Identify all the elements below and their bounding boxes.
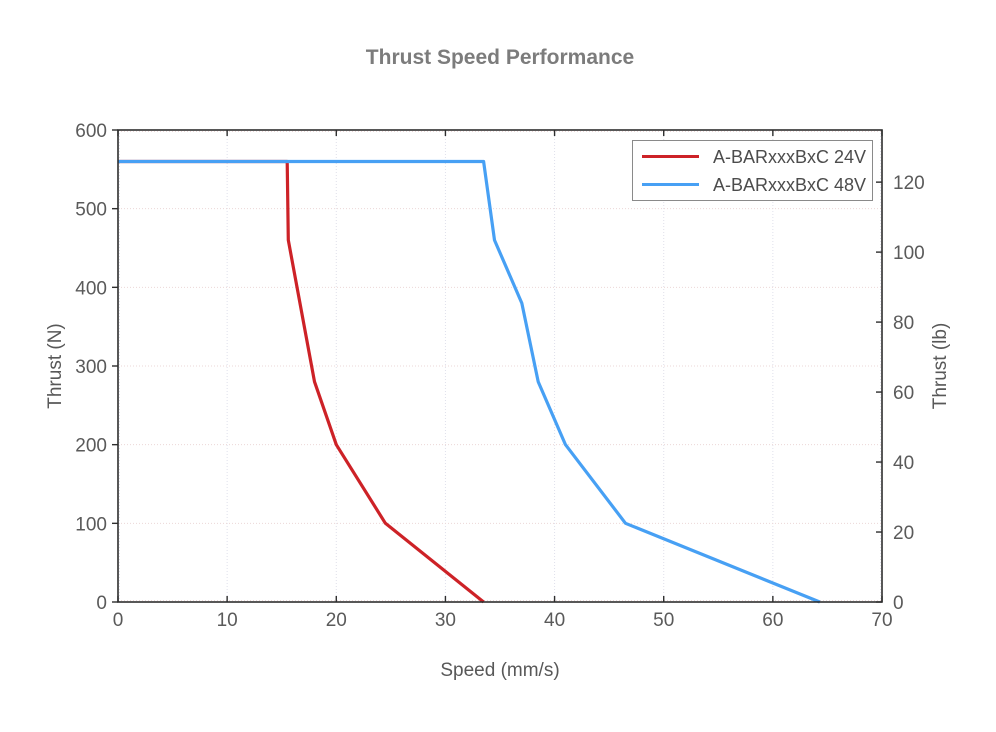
x-tick-label: 0 [113, 610, 124, 631]
series-line-48v [118, 159, 821, 604]
legend-line-swatch-48v [642, 183, 699, 186]
y-axis-label-left: Thrust (N) [45, 323, 66, 409]
legend-box: A-BARxxxBxC 24V A-BARxxxBxC 48V [632, 140, 873, 201]
y-right-tick-label: 60 [893, 383, 914, 404]
series-line-24v [118, 159, 485, 604]
y-left-tick-label: 100 [75, 514, 107, 535]
y-left-tick-label: 500 [75, 200, 107, 221]
y-right-tick-label: 0 [893, 593, 904, 614]
y-right-tick-label: 100 [893, 243, 925, 264]
x-tick-label: 20 [326, 610, 347, 631]
y-left-tick-label: 200 [75, 436, 107, 457]
x-tick-label: 60 [762, 610, 783, 631]
y-right-tick-label: 80 [893, 313, 914, 334]
legend-label-24v: A-BARxxxBxC 24V [713, 146, 867, 167]
x-tick-label: 10 [217, 610, 238, 631]
y-axis-label-right: Thrust (lb) [930, 322, 951, 410]
chart-title: Thrust Speed Performance [365, 46, 635, 69]
x-axis-label: Speed (mm/s) [440, 660, 560, 681]
y-right-tick-label: 20 [893, 523, 914, 544]
legend-label-48v: A-BARxxxBxC 48V [713, 174, 867, 195]
legend-entry-48v: A-BARxxxBxC 48V [642, 176, 872, 194]
y-right-tick-label: 40 [893, 453, 914, 474]
x-tick-label: 50 [653, 610, 674, 631]
y-left-tick-label: 600 [75, 121, 107, 142]
legend-line-swatch-24v [642, 155, 699, 158]
legend-entry-24v: A-BARxxxBxC 24V [642, 148, 872, 166]
x-tick-label: 40 [544, 610, 565, 631]
x-tick-label: 70 [871, 610, 892, 631]
y-right-tick-label: 120 [893, 173, 925, 194]
x-tick-label: 30 [435, 610, 456, 631]
y-left-tick-label: 0 [96, 593, 107, 614]
y-left-tick-label: 400 [75, 278, 107, 299]
y-left-tick-label: 300 [75, 357, 107, 378]
